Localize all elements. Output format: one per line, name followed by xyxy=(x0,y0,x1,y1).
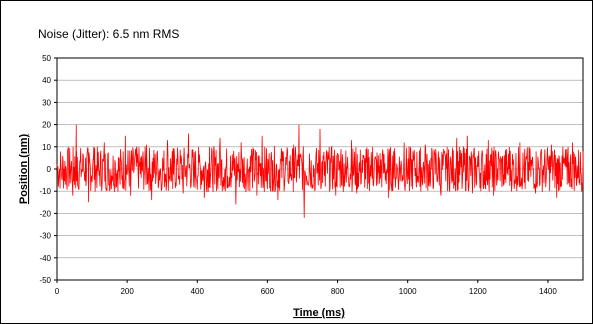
y-tick-label: -10 xyxy=(39,187,51,196)
chart-title: Noise (Jitter): 6.5 nm RMS xyxy=(38,27,179,41)
y-tick-label: 50 xyxy=(42,54,51,63)
y-tick-label: 30 xyxy=(42,98,51,107)
x-axis-label: Time (ms) xyxy=(293,307,345,319)
x-tick-label: 0 xyxy=(55,287,60,296)
y-tick-label: -50 xyxy=(39,276,51,285)
y-tick-label: -30 xyxy=(39,232,51,241)
x-tick-label: 1400 xyxy=(539,287,557,296)
x-tick-label: 200 xyxy=(120,287,134,296)
x-tick-label: 800 xyxy=(331,287,345,296)
x-tick-labels: 0 200 400 600 800 1000 1200 1400 xyxy=(55,280,557,296)
x-tick-label: 600 xyxy=(261,287,275,296)
y-axis-label: Position (nm) xyxy=(18,134,30,205)
y-tick-label: 20 xyxy=(42,121,51,130)
y-tick-label: 0 xyxy=(47,165,52,174)
x-tick-label: 1200 xyxy=(469,287,487,296)
y-tick-labels: 50 40 30 20 10 0 -10 -20 -30 -40 -50 xyxy=(39,54,57,285)
series-line xyxy=(56,124,584,218)
y-tick-label: -20 xyxy=(39,209,51,218)
y-tick-label: 40 xyxy=(42,76,51,85)
y-tick-label: 10 xyxy=(42,143,51,152)
y-tick-label: -40 xyxy=(39,254,51,263)
x-tick-label: 1000 xyxy=(399,287,417,296)
x-tick-label: 400 xyxy=(191,287,205,296)
